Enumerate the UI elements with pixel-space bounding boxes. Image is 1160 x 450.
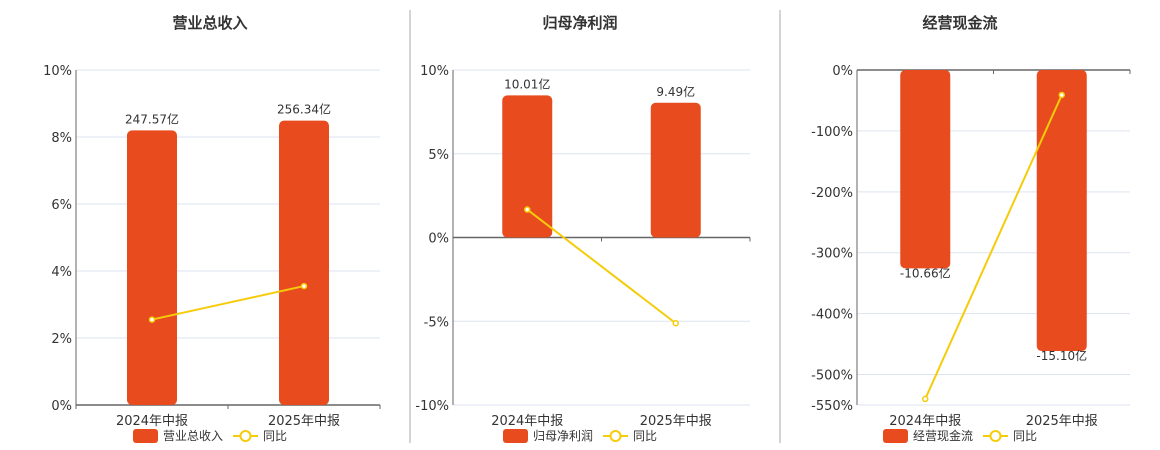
x-tick-label: 2025年中报 [1026, 414, 1098, 429]
y-tick-label: 2% [51, 332, 72, 347]
line-point [1058, 91, 1065, 99]
bar [279, 120, 329, 405]
bar-data-label: 10.01亿 [504, 76, 550, 91]
legend-bar-label: 归母净利润 [533, 429, 593, 443]
y-tick-label: -10% [415, 399, 449, 414]
y-tick-label: 10% [43, 64, 72, 79]
y-tick-label: 4% [51, 265, 72, 280]
bar [650, 102, 701, 238]
legend-bar-swatch [883, 429, 908, 443]
bar-data-label: -15.10亿 [1036, 348, 1087, 363]
y-tick-label: -200% [811, 186, 853, 201]
line-point [148, 316, 156, 323]
y-tick-label: 0% [51, 399, 72, 414]
legend-line-label: 同比 [633, 429, 657, 443]
bar-data-label: -10.66亿 [900, 265, 951, 280]
legend-line-marker [989, 430, 1002, 442]
line-point [922, 395, 929, 403]
line-series [924, 94, 1063, 400]
legend-bar-swatch [133, 429, 158, 443]
y-tick-label: -300% [811, 247, 853, 262]
y-tick-label: -100% [811, 125, 853, 140]
line-point [300, 282, 308, 290]
chart-title: 归母净利润 [542, 14, 617, 32]
y-tick-label: 0% [832, 64, 853, 79]
x-tick-label: 2024年中报 [889, 414, 961, 429]
legend-bar-label: 经营现金流 [913, 428, 973, 443]
legend-line-marker [609, 430, 622, 442]
y-tick-label: -500% [811, 369, 853, 384]
bar [502, 95, 553, 238]
x-tick-label: 2024年中报 [116, 414, 188, 429]
line-series [526, 208, 677, 325]
bar-data-label: 9.49亿 [656, 84, 695, 99]
legend-line-label: 同比 [1013, 429, 1037, 443]
legend-bar-swatch [503, 429, 528, 443]
y-tick-label: 10% [420, 64, 449, 79]
bar [900, 70, 951, 269]
bar [1036, 70, 1087, 352]
line-series [151, 285, 305, 321]
bar-data-label: 247.57亿 [125, 111, 179, 126]
y-tick-label: 0% [428, 232, 449, 247]
legend-line-label: 同比 [263, 429, 287, 443]
chart-title: 营业总收入 [172, 14, 247, 32]
y-tick-label: 5% [428, 148, 449, 163]
y-tick-label: -5% [424, 315, 449, 330]
bar [127, 130, 177, 405]
legend-line-marker [239, 430, 252, 442]
line-point [672, 320, 679, 327]
bar-data-label: 256.34亿 [277, 102, 331, 117]
x-tick-label: 2025年中报 [268, 414, 340, 429]
line-point [524, 206, 531, 213]
y-tick-label: -550% [811, 399, 853, 414]
x-tick-label: 2024年中报 [491, 414, 563, 429]
legend-bar-label: 营业总收入 [163, 429, 223, 443]
x-tick-label: 2025年中报 [640, 414, 712, 429]
y-tick-label: 6% [51, 198, 72, 213]
y-tick-label: 8% [51, 131, 72, 146]
y-tick-label: -400% [811, 308, 853, 323]
chart-title: 经营现金流 [922, 14, 997, 32]
